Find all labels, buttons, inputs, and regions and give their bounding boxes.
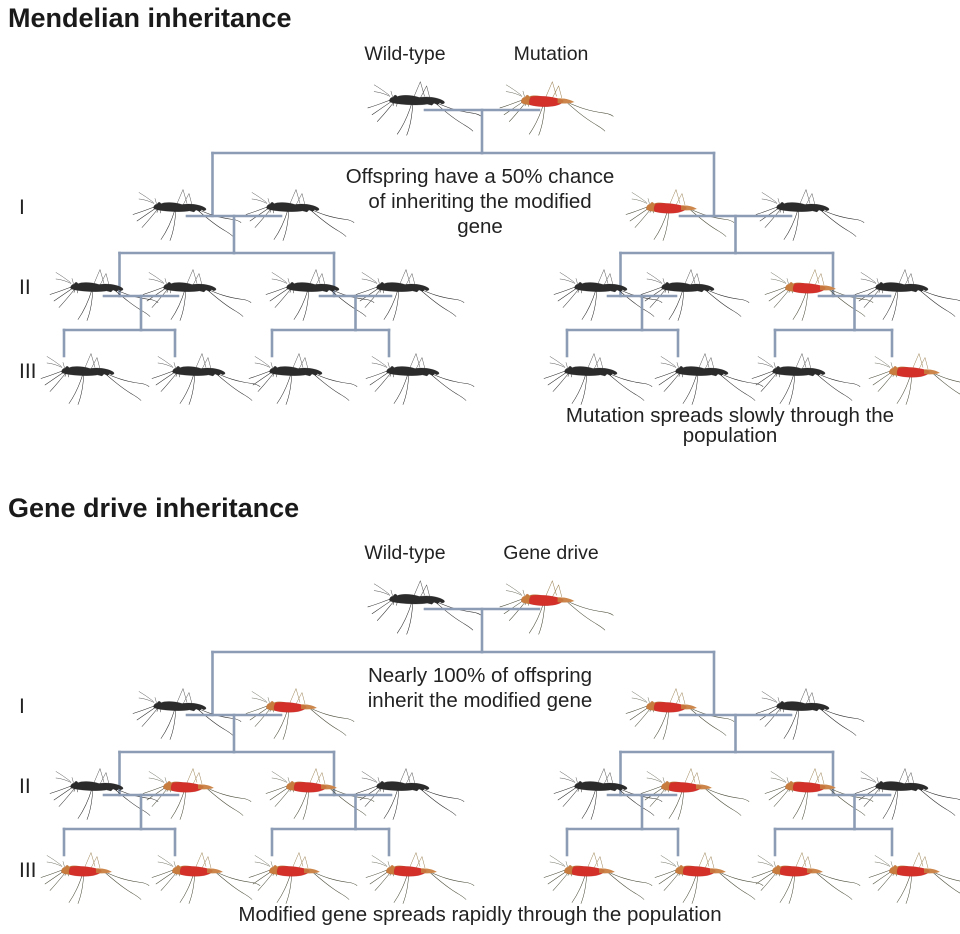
svg-text:Offspring have a 50% chance: Offspring have a 50% chance bbox=[346, 165, 615, 188]
svg-text:inherit the modified gene: inherit the modified gene bbox=[368, 689, 593, 712]
svg-text:Wild-type: Wild-type bbox=[364, 43, 445, 65]
svg-text:Gene drive inheritance: Gene drive inheritance bbox=[8, 493, 299, 523]
svg-text:of inheriting the modified: of inheriting the modified bbox=[368, 190, 591, 213]
svg-text:Nearly 100% of offspring: Nearly 100% of offspring bbox=[368, 664, 592, 687]
svg-text:Gene drive: Gene drive bbox=[503, 542, 598, 564]
svg-text:gene: gene bbox=[457, 215, 503, 238]
svg-text:II: II bbox=[19, 775, 31, 798]
svg-text:Modified gene spreads rapidly: Modified gene spreads rapidly through th… bbox=[238, 903, 721, 926]
svg-text:population: population bbox=[683, 424, 778, 447]
svg-text:Mendelian inheritance: Mendelian inheritance bbox=[8, 3, 292, 33]
svg-text:II: II bbox=[19, 276, 31, 299]
svg-text:I: I bbox=[19, 695, 25, 718]
svg-text:I: I bbox=[19, 196, 25, 219]
svg-text:III: III bbox=[19, 859, 37, 882]
svg-text:Wild-type: Wild-type bbox=[364, 542, 445, 564]
svg-text:Mutation: Mutation bbox=[514, 43, 589, 65]
svg-text:III: III bbox=[19, 360, 37, 383]
